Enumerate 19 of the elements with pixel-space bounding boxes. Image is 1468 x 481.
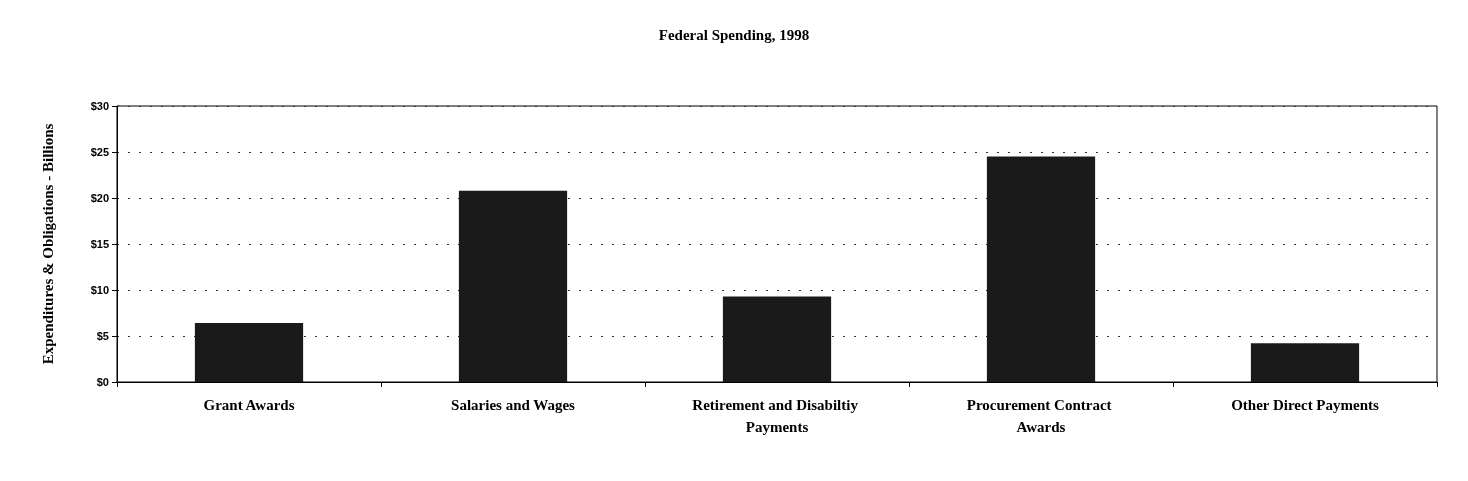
bar bbox=[722, 296, 832, 382]
y-tick-label: $30 bbox=[90, 100, 109, 112]
bar bbox=[194, 323, 304, 382]
x-tick-label: Procurement Contract Awards bbox=[966, 397, 1116, 435]
bar bbox=[458, 190, 568, 382]
y-tick-label: $20 bbox=[90, 192, 109, 204]
y-tick-label: $25 bbox=[90, 146, 109, 158]
y-tick-label: $0 bbox=[96, 376, 109, 388]
y-axis-title: Expenditures & Obligations - Billions bbox=[39, 123, 56, 365]
y-tick-label: $5 bbox=[96, 330, 109, 342]
x-tick-label: Retirement and Disabiltiy Payments bbox=[692, 397, 862, 435]
x-tick-label: Salaries and Wages bbox=[451, 397, 576, 413]
y-tick-label: $15 bbox=[90, 238, 109, 250]
x-tick-label: Grant Awards bbox=[203, 397, 295, 413]
bar bbox=[1250, 343, 1360, 382]
chart-title: Federal Spending, 1998 bbox=[658, 26, 810, 43]
bar bbox=[986, 156, 1096, 382]
x-tick-label: Other Direct Payments bbox=[1231, 397, 1380, 413]
y-tick-label: $10 bbox=[90, 284, 109, 296]
